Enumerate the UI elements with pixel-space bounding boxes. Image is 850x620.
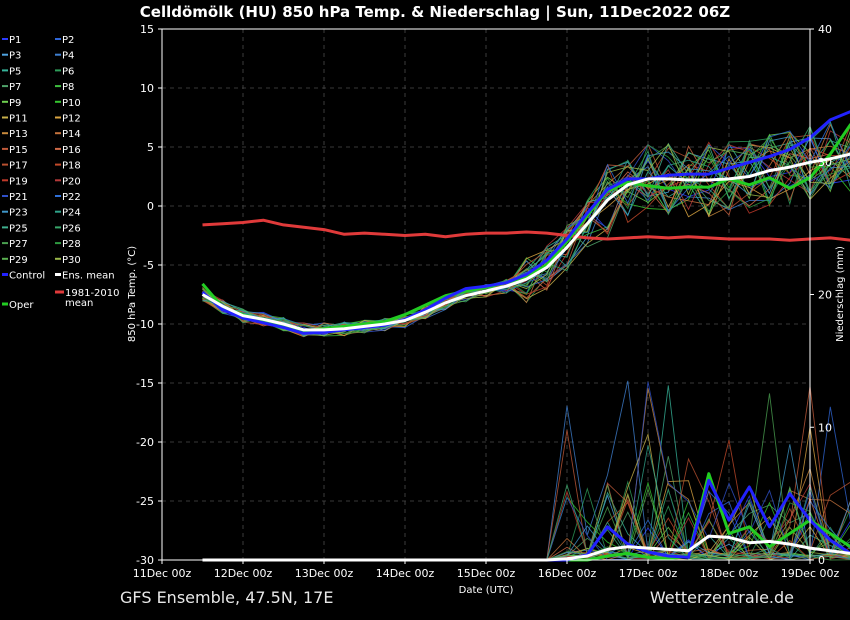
y-right-tick-label-2: 20 [818, 289, 832, 302]
x-tick-label-4: 15Dec 00z [457, 567, 516, 580]
x-tick-label-3: 14Dec 00z [376, 567, 435, 580]
y-tick-label-4: -5 [143, 259, 154, 272]
legend-label-climate-mean-1: 1981-2010 [65, 288, 120, 299]
legend-label-p16: P16 [62, 145, 81, 156]
legend-label-p30: P30 [62, 255, 81, 266]
y-tick-label-1: 10 [140, 82, 154, 95]
y-right-tick-label-0: 40 [818, 23, 832, 36]
legend-label-p14: P14 [62, 129, 81, 140]
x-tick-label-6: 17Dec 00z [619, 567, 678, 580]
legend-label-p20: P20 [62, 176, 81, 187]
legend-label-p21: P21 [9, 192, 28, 203]
legend-label-p5: P5 [9, 66, 21, 77]
legend-label-p9: P9 [9, 98, 21, 109]
temp-main-lines [201, 110, 850, 335]
chart-title: Celldömölk (HU) 850 hPa Temp. & Niedersc… [140, 3, 731, 22]
y-tick-label-8: -25 [136, 495, 154, 508]
legend-label-p23: P23 [9, 208, 28, 219]
legend-label-control: Control [9, 271, 45, 282]
legend-label-p27: P27 [9, 239, 28, 250]
legend-label-climate-mean-2: mean [65, 298, 93, 309]
legend-label-p2: P2 [62, 35, 74, 46]
x-tick-label-2: 13Dec 00z [295, 567, 354, 580]
legend-label-p4: P4 [62, 51, 74, 62]
legend-label-p22: P22 [62, 192, 81, 203]
y-right-tick-label-3: 10 [818, 421, 832, 434]
temp-member-29 [202, 144, 850, 334]
legend-label-p7: P7 [9, 82, 21, 93]
x-tick-label-8: 19Dec 00z [781, 567, 840, 580]
axes: 15 10 5 0 -5 -10 -15 -20 -25 -30 40 30 20 10 0 11Dec 00… [133, 23, 840, 580]
legend-label-p1: P1 [9, 35, 21, 46]
legend-label-p8: P8 [62, 82, 74, 93]
legend-label-p6: P6 [62, 66, 74, 77]
legend-label-p10: P10 [62, 98, 81, 109]
y-tick-label-5: -10 [136, 318, 154, 331]
temp-member-28 [202, 144, 850, 334]
y-tick-label-6: -15 [136, 377, 154, 390]
legend: P1 P2 P3 P4 P5 P6 P7 P8 P9 P10 P11 P12 P13 P14 P15 P16 P… [2, 35, 120, 311]
legend-label-p18: P18 [62, 161, 81, 172]
y-right-tick-label-4: 0 [818, 554, 825, 567]
legend-label-p24: P24 [62, 208, 81, 219]
legend-label-p17: P17 [9, 161, 28, 172]
legend-label-p3: P3 [9, 51, 21, 62]
legend-label-p28: P28 [62, 239, 81, 250]
x-tick-label-5: 16Dec 00z [538, 567, 597, 580]
x-tick-label-7: 18Dec 00z [700, 567, 759, 580]
y-right-tick-label-1: 30 [818, 156, 832, 169]
y-tick-label-0: 15 [140, 23, 154, 36]
legend-label-p29: P29 [9, 255, 28, 266]
footer-site-name: Wetterzentrale.de [649, 588, 794, 607]
temp-line-oper [201, 123, 850, 333]
temp-member-10 [202, 133, 850, 332]
y-axis-label-left: 850 hPa Temp. (°C) [127, 246, 138, 342]
legend-label-p19: P19 [9, 176, 28, 187]
y-axis-label-right: Niederschlag (mm) [835, 246, 846, 342]
temp-line-ens-mean [201, 152, 850, 332]
footer-model-info: GFS Ensemble, 47.5N, 17E [120, 588, 334, 607]
legend-label-p13: P13 [9, 129, 28, 140]
legend-label-p25: P25 [9, 223, 28, 234]
x-axis-label: Date (UTC) [459, 585, 514, 596]
legend-label-p15: P15 [9, 145, 28, 156]
x-tick-label-1: 12Dec 00z [214, 567, 273, 580]
temp-line-climate-mean [202, 218, 850, 242]
legend-label-p11: P11 [9, 114, 28, 125]
legend-label-ens-mean: Ens. mean [62, 271, 115, 282]
x-tick-label-0: 11Dec 00z [133, 567, 192, 580]
y-tick-label-3: 0 [147, 200, 154, 213]
legend-label-p26: P26 [62, 223, 81, 234]
y-tick-label-9: -30 [136, 554, 154, 567]
y-tick-label-2: 5 [147, 141, 154, 154]
legend-label-oper: Oper [9, 300, 34, 311]
y-tick-label-7: -20 [136, 436, 154, 449]
legend-label-p12: P12 [62, 114, 81, 125]
